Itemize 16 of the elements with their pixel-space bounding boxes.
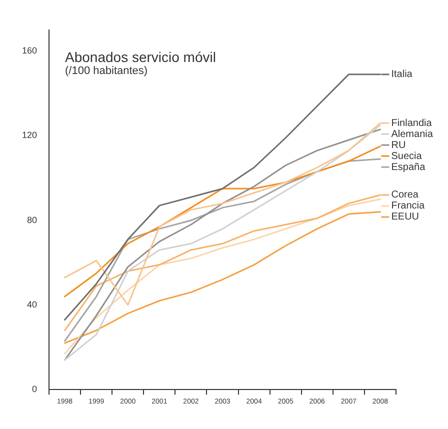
- legend-label: España: [391, 162, 426, 173]
- y-tick-label: 160: [22, 46, 38, 56]
- legend-label: RU: [391, 140, 406, 151]
- y-tick-label: 0: [32, 384, 38, 394]
- legend-label: Corea: [391, 190, 419, 201]
- y-tick-label: 120: [22, 130, 38, 140]
- legend-label: Italia: [391, 69, 413, 80]
- y-tick-label: 40: [27, 299, 38, 310]
- text: Abonados servicio móvil: [65, 49, 216, 65]
- legend-label: Francia: [391, 200, 426, 212]
- legend-label: Suecia: [391, 150, 422, 162]
- legend-label: EEUU: [391, 212, 420, 223]
- y-tick-label: 80: [27, 214, 38, 225]
- legend-label: Finlandia: [391, 118, 432, 129]
- text: (/100 habitantes): [65, 65, 148, 77]
- legend-label: Alemania: [391, 128, 434, 140]
